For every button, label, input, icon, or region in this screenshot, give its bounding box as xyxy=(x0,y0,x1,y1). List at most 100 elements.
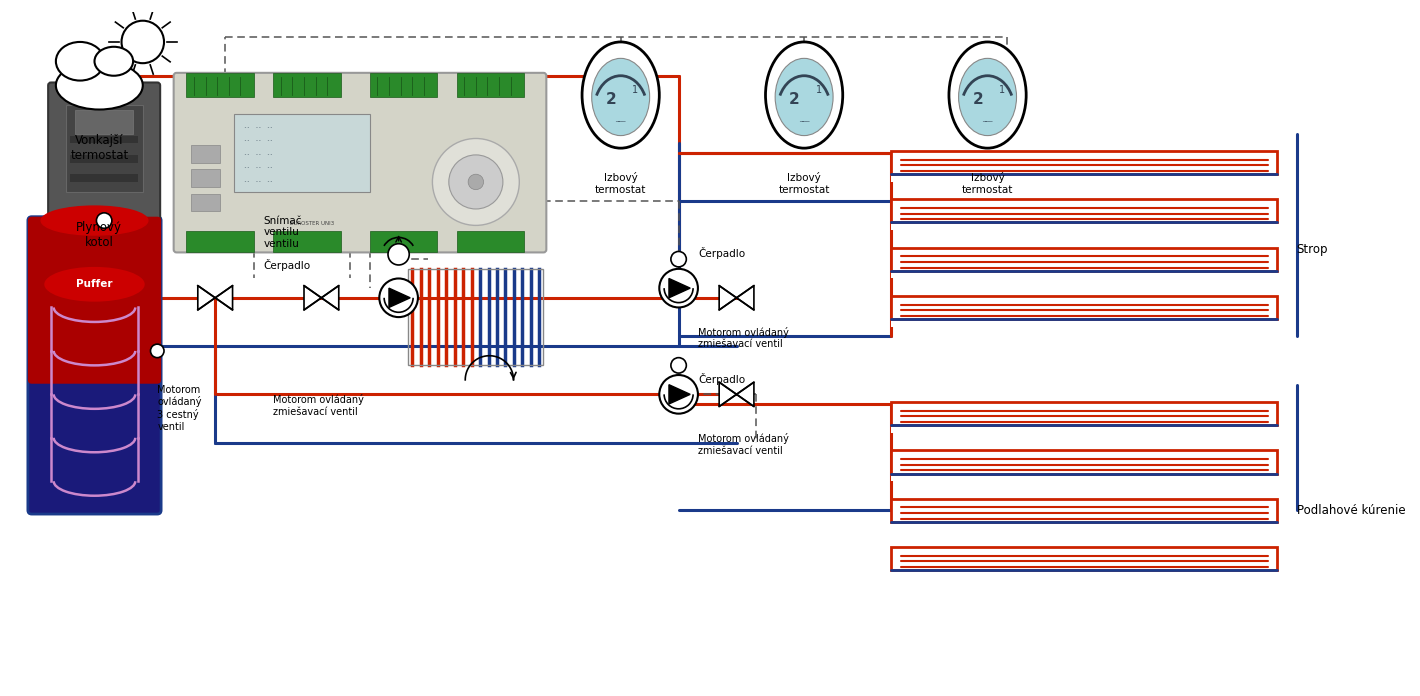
Ellipse shape xyxy=(775,58,834,136)
Text: --  --  --: -- -- -- xyxy=(244,125,273,130)
Polygon shape xyxy=(737,382,754,406)
Text: Motorom ovládaný
zmiešavací ventil: Motorom ovládaný zmiešavací ventil xyxy=(697,326,788,349)
Bar xyxy=(192,193,220,211)
Circle shape xyxy=(97,213,112,228)
Text: 2: 2 xyxy=(606,93,616,107)
Ellipse shape xyxy=(582,42,659,148)
Bar xyxy=(192,169,220,187)
Text: Strop: Strop xyxy=(1296,243,1328,256)
Text: 2: 2 xyxy=(973,93,983,107)
Text: ___: ___ xyxy=(983,116,993,122)
Polygon shape xyxy=(669,385,690,404)
Ellipse shape xyxy=(765,42,842,148)
Circle shape xyxy=(449,155,503,209)
Text: Podlahové kúrenie: Podlahové kúrenie xyxy=(1296,504,1406,516)
Bar xyxy=(890,296,1277,319)
Text: Izbový
termostat: Izbový termostat xyxy=(778,173,829,195)
Bar xyxy=(192,145,220,163)
Text: ___: ___ xyxy=(799,116,809,122)
Circle shape xyxy=(379,278,417,317)
Bar xyxy=(890,547,1277,578)
Text: --  --  --: -- -- -- xyxy=(244,139,273,143)
Text: Motorom
ovládaný
3 cestný
ventil: Motorom ovládaný 3 cestný ventil xyxy=(158,385,202,432)
Circle shape xyxy=(659,375,697,413)
Text: 1: 1 xyxy=(632,85,638,95)
Ellipse shape xyxy=(95,47,133,76)
Bar xyxy=(273,231,341,253)
Text: Izbový
termostat: Izbový termostat xyxy=(961,173,1014,195)
Polygon shape xyxy=(197,285,216,310)
Polygon shape xyxy=(719,285,737,310)
Text: 1: 1 xyxy=(815,85,822,95)
Text: Motorom ovládaný
zmiešavací ventil: Motorom ovládaný zmiešavací ventil xyxy=(273,395,364,417)
Text: Čerpadlo: Čerpadlo xyxy=(264,259,311,271)
Circle shape xyxy=(388,244,409,265)
Bar xyxy=(457,73,524,97)
Circle shape xyxy=(670,358,686,373)
Ellipse shape xyxy=(55,42,104,81)
Bar xyxy=(890,547,1277,570)
Bar xyxy=(890,402,1277,425)
Bar xyxy=(75,109,133,134)
Text: Plynový
kotol: Plynový kotol xyxy=(77,221,122,248)
Bar xyxy=(71,174,138,182)
Polygon shape xyxy=(737,285,754,310)
Bar xyxy=(890,498,1277,530)
Bar xyxy=(890,498,1277,522)
Bar xyxy=(890,296,1277,326)
Text: 1: 1 xyxy=(1000,85,1005,95)
Ellipse shape xyxy=(55,61,143,109)
Bar xyxy=(71,136,138,143)
Circle shape xyxy=(659,269,697,308)
Text: Čerpadlo: Čerpadlo xyxy=(697,247,746,259)
Text: 2: 2 xyxy=(790,93,799,107)
Text: EUROSTER UNI3: EUROSTER UNI3 xyxy=(290,221,334,226)
Circle shape xyxy=(151,344,165,358)
Ellipse shape xyxy=(41,206,148,235)
Bar xyxy=(890,450,1277,481)
Circle shape xyxy=(469,174,484,190)
Bar xyxy=(890,248,1277,271)
Bar xyxy=(890,450,1277,473)
Bar xyxy=(457,231,524,253)
Ellipse shape xyxy=(949,42,1027,148)
Bar xyxy=(71,155,138,163)
Circle shape xyxy=(670,251,686,267)
Bar xyxy=(186,73,254,97)
Text: Čerpadlo: Čerpadlo xyxy=(697,372,746,385)
FancyBboxPatch shape xyxy=(28,216,160,383)
Bar xyxy=(890,151,1277,182)
FancyBboxPatch shape xyxy=(173,73,547,253)
Bar xyxy=(234,114,369,191)
Bar xyxy=(409,269,544,365)
Polygon shape xyxy=(216,285,233,310)
Ellipse shape xyxy=(592,58,649,136)
Polygon shape xyxy=(719,382,737,406)
Bar xyxy=(890,199,1277,223)
Polygon shape xyxy=(389,288,410,308)
Text: --  --  --: -- -- -- xyxy=(244,152,273,157)
Text: Vonkajší
termostat: Vonkajší termostat xyxy=(70,134,128,161)
Text: Izbový
termostat: Izbový termostat xyxy=(595,173,646,195)
Text: Puffer: Puffer xyxy=(77,279,112,290)
Bar xyxy=(890,199,1277,230)
Bar xyxy=(890,248,1277,278)
Text: Snímač
ventilu
ventilu: Snímač ventilu ventilu xyxy=(264,216,302,249)
Bar xyxy=(890,151,1277,174)
Circle shape xyxy=(433,139,520,226)
Circle shape xyxy=(122,21,165,63)
Bar xyxy=(65,104,143,191)
Polygon shape xyxy=(304,285,321,310)
Bar xyxy=(890,402,1277,433)
Circle shape xyxy=(676,391,682,397)
Text: --  --  --: -- -- -- xyxy=(244,166,273,171)
Bar xyxy=(369,231,437,253)
Bar xyxy=(186,231,254,253)
Text: --  --  --: -- -- -- xyxy=(244,179,273,184)
Ellipse shape xyxy=(959,58,1017,136)
FancyBboxPatch shape xyxy=(48,83,160,223)
Circle shape xyxy=(396,295,402,301)
Circle shape xyxy=(676,285,682,291)
Polygon shape xyxy=(321,285,339,310)
Bar xyxy=(176,76,544,250)
